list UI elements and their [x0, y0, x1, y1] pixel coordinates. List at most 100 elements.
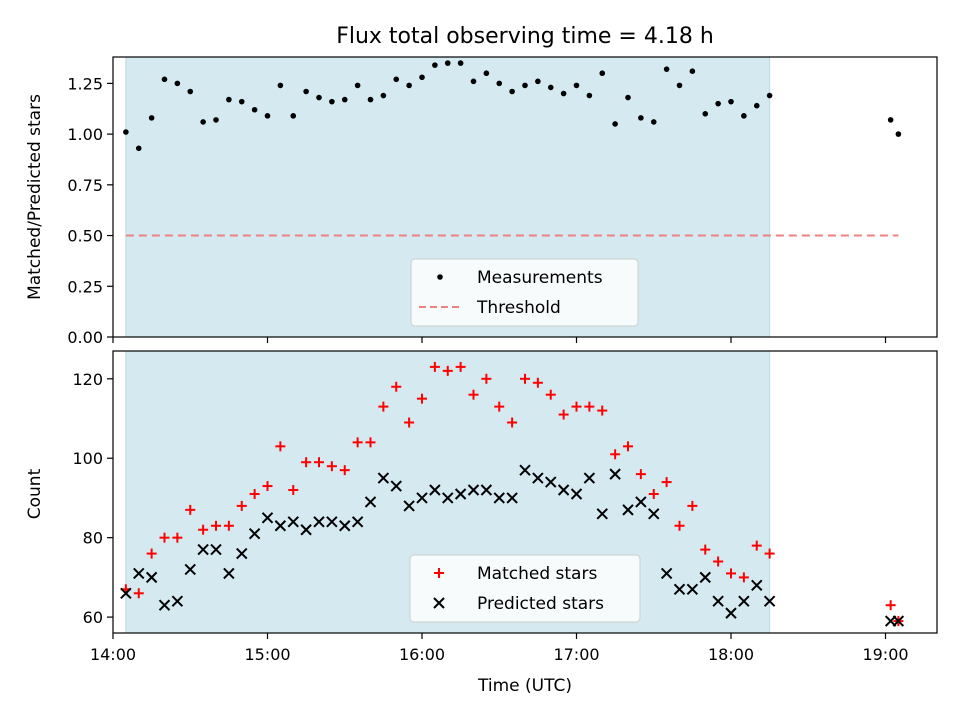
measurement-point-40	[638, 115, 644, 121]
measurement-point-21	[393, 76, 400, 83]
legend-threshold: Threshold	[476, 298, 561, 318]
measurement-point-48	[741, 113, 747, 119]
predicted-star-point-24	[429, 484, 441, 496]
measurement-point-18	[354, 82, 361, 89]
measurement-point-11	[264, 113, 271, 119]
measurement-point-2	[148, 115, 155, 121]
measurement-point-16	[329, 98, 335, 105]
legend-matched: Matched stars	[477, 564, 597, 584]
measurement-point-26	[457, 60, 464, 66]
top-x-axis	[112, 337, 887, 343]
legend-predicted-marker	[433, 597, 445, 609]
predicted-star-point-9	[236, 547, 248, 560]
predicted-star-point-26	[454, 488, 467, 500]
predicted-star-point-6	[197, 543, 209, 556]
matched-star-point-3	[159, 532, 170, 543]
matched-star-point-22	[404, 417, 415, 428]
measurement-point-32	[535, 78, 541, 85]
predicted-star-point-35	[570, 488, 583, 500]
measurement-point-1	[135, 145, 142, 152]
bottom-y-tick-label: 80	[83, 529, 103, 548]
matched-star-point-43	[674, 520, 685, 531]
legend-predicted: Predicted stars	[477, 594, 604, 614]
predicted-star-point-40	[635, 496, 647, 508]
predicted-star-point-37	[596, 508, 608, 520]
matched-star-point-20	[378, 401, 389, 412]
measurement-points	[123, 60, 902, 152]
measurement-point-23	[419, 74, 425, 81]
matched-star-point-29	[494, 401, 505, 412]
predicted-star-point-7	[210, 543, 222, 556]
predicted-star-point-42	[660, 567, 673, 580]
predicted-star-point-28	[480, 484, 493, 496]
predicted-star-point-45	[699, 571, 711, 584]
matched-star-point-23	[417, 393, 427, 404]
predicted-star-point-10	[248, 527, 261, 540]
measurement-point-22	[406, 82, 412, 89]
measurement-point-45	[702, 111, 709, 117]
bottom-y-label: Count	[25, 468, 45, 519]
matched-star-point-11	[262, 481, 273, 492]
matched-star-point-1	[133, 588, 144, 599]
predicted-star-point-1	[133, 567, 145, 580]
predicted-star-point-30	[506, 492, 518, 504]
measurement-point-12	[277, 82, 284, 89]
measurement-point-3	[161, 76, 168, 83]
measurement-point-24	[432, 62, 438, 68]
legend-measurements: Measurements	[477, 268, 603, 288]
measurement-point-49	[753, 102, 760, 109]
predicted-star-point-13	[287, 516, 299, 528]
predicted-star-point-14	[300, 524, 312, 536]
measurement-point-36	[586, 92, 593, 99]
matched-star-point-50	[764, 548, 775, 559]
matched-star-point-10	[249, 488, 260, 499]
legend-matched-marker	[434, 568, 444, 578]
predicted-star-point-31	[519, 464, 531, 476]
top-y-label: Matched/Predicted stars	[25, 94, 45, 300]
measurement-point-27	[470, 78, 477, 85]
predicted-star-point-29	[493, 492, 505, 504]
predicted-star-point-43	[673, 583, 686, 596]
measurement-point-13	[290, 113, 297, 119]
top-legend: Measurements Threshold	[410, 258, 639, 327]
predicted-star-point-11	[261, 512, 274, 524]
matched-star-point-7	[211, 520, 221, 531]
measurement-point-14	[303, 88, 309, 95]
top-y-tick-label: 0.25	[67, 277, 103, 296]
predicted-star-point-33	[545, 476, 557, 488]
matched-star-point-24	[429, 361, 440, 372]
top-panel: 0.00 0.25 0.50 0.75 1.00 1.25 Matched/Predict…	[25, 56, 938, 347]
measurement-point-15	[316, 94, 322, 101]
matched-star-point-15	[314, 457, 324, 468]
matched-star-point-9	[236, 500, 247, 511]
measurement-point-51	[887, 117, 894, 123]
matched-star-point-21	[391, 381, 402, 392]
measurement-point-28	[483, 70, 490, 77]
bottom-y-tick-label: 60	[83, 608, 103, 627]
matched-star-point-8	[223, 520, 234, 531]
predicted-star-point-19	[364, 496, 377, 508]
bottom-x-tick-label: 18:00	[708, 645, 754, 664]
matched-star-point-39	[623, 441, 633, 452]
measurement-point-19	[367, 96, 374, 103]
matched-star-point-48	[738, 572, 749, 583]
measurement-point-37	[599, 70, 606, 77]
measurement-point-46	[715, 100, 721, 107]
measurement-point-9	[238, 98, 245, 105]
measurement-point-50	[766, 92, 773, 99]
matched-star-point-5	[185, 504, 196, 515]
matched-star-point-13	[288, 485, 299, 496]
predicted-star-point-49	[751, 579, 763, 592]
bottom-y-tick-label: 100	[72, 449, 103, 468]
measurement-point-42	[663, 66, 670, 72]
matched-star-point-36	[584, 401, 595, 412]
measurement-point-35	[573, 82, 580, 89]
predicted-star-point-22	[403, 500, 415, 512]
measurement-point-44	[689, 68, 696, 75]
bottom-y-tick-label: 120	[72, 370, 103, 389]
matched-star-point-41	[648, 488, 659, 499]
bottom-x-tick-label: 16:00	[399, 645, 445, 664]
predicted-star-point-17	[339, 520, 351, 532]
predicted-star-point-18	[351, 516, 364, 528]
matched-star-point-42	[661, 477, 672, 488]
